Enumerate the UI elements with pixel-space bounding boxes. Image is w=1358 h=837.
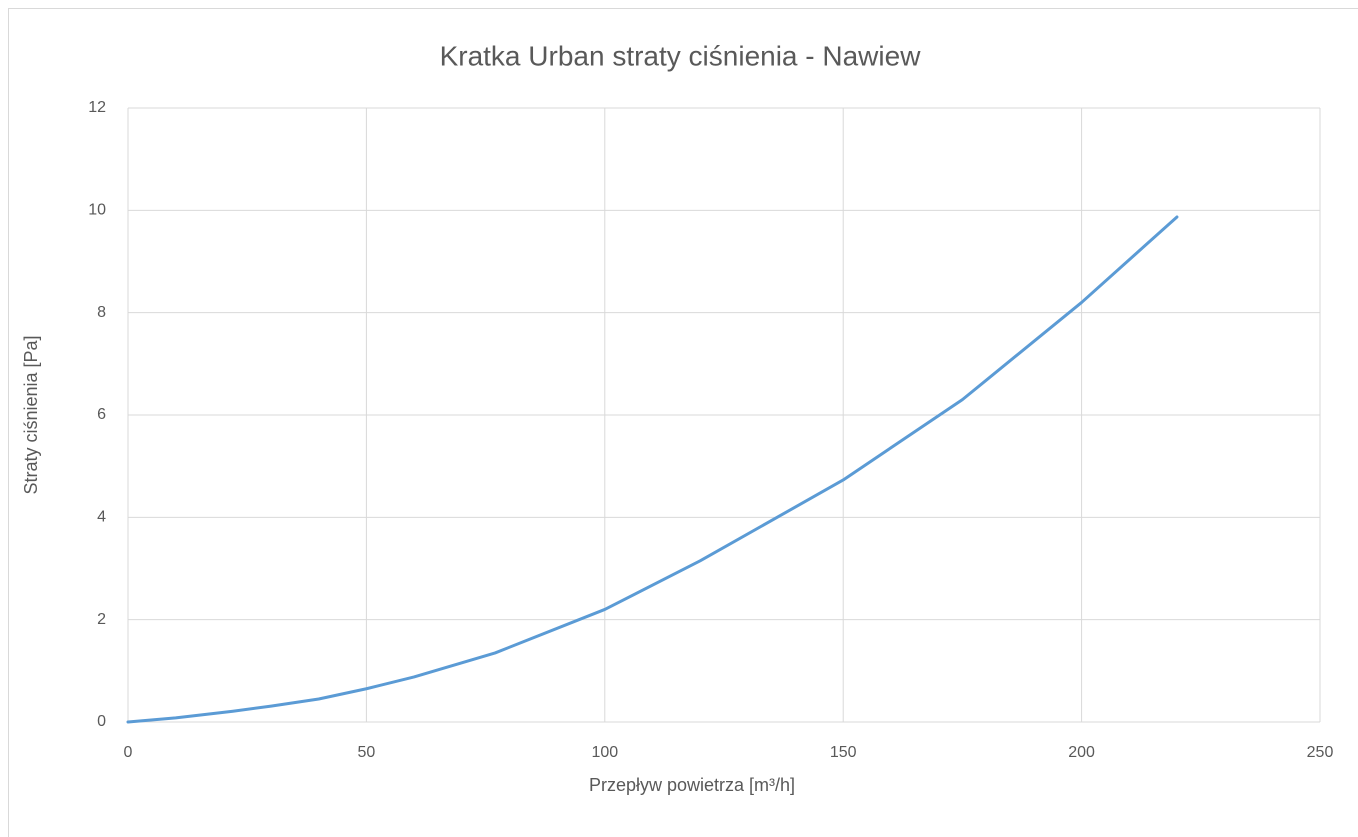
y-tick-label: 6 <box>97 406 106 423</box>
y-tick-label: 10 <box>88 202 106 219</box>
y-tick-label: 0 <box>97 713 106 730</box>
y-tick-label: 2 <box>97 611 106 628</box>
y-axis-label: Straty ciśnienia [Pa] <box>21 335 41 494</box>
data-line <box>126 215 1179 724</box>
chart-border <box>8 8 1358 837</box>
chart-title: Kratka Urban straty ciśnienia - Nawiew <box>440 40 922 71</box>
x-tick-label: 150 <box>830 744 857 761</box>
x-tick-label: 250 <box>1307 744 1334 761</box>
x-tick-label: 0 <box>124 744 133 761</box>
y-tick-label: 8 <box>97 304 106 321</box>
x-axis-label: Przepływ powietrza [m³/h] <box>589 775 795 795</box>
y-tick-label: 4 <box>97 509 106 526</box>
x-tick-label: 50 <box>358 744 376 761</box>
x-tick-label: 100 <box>591 744 618 761</box>
x-tick-label: 200 <box>1068 744 1095 761</box>
y-tick-label: 12 <box>88 99 106 116</box>
